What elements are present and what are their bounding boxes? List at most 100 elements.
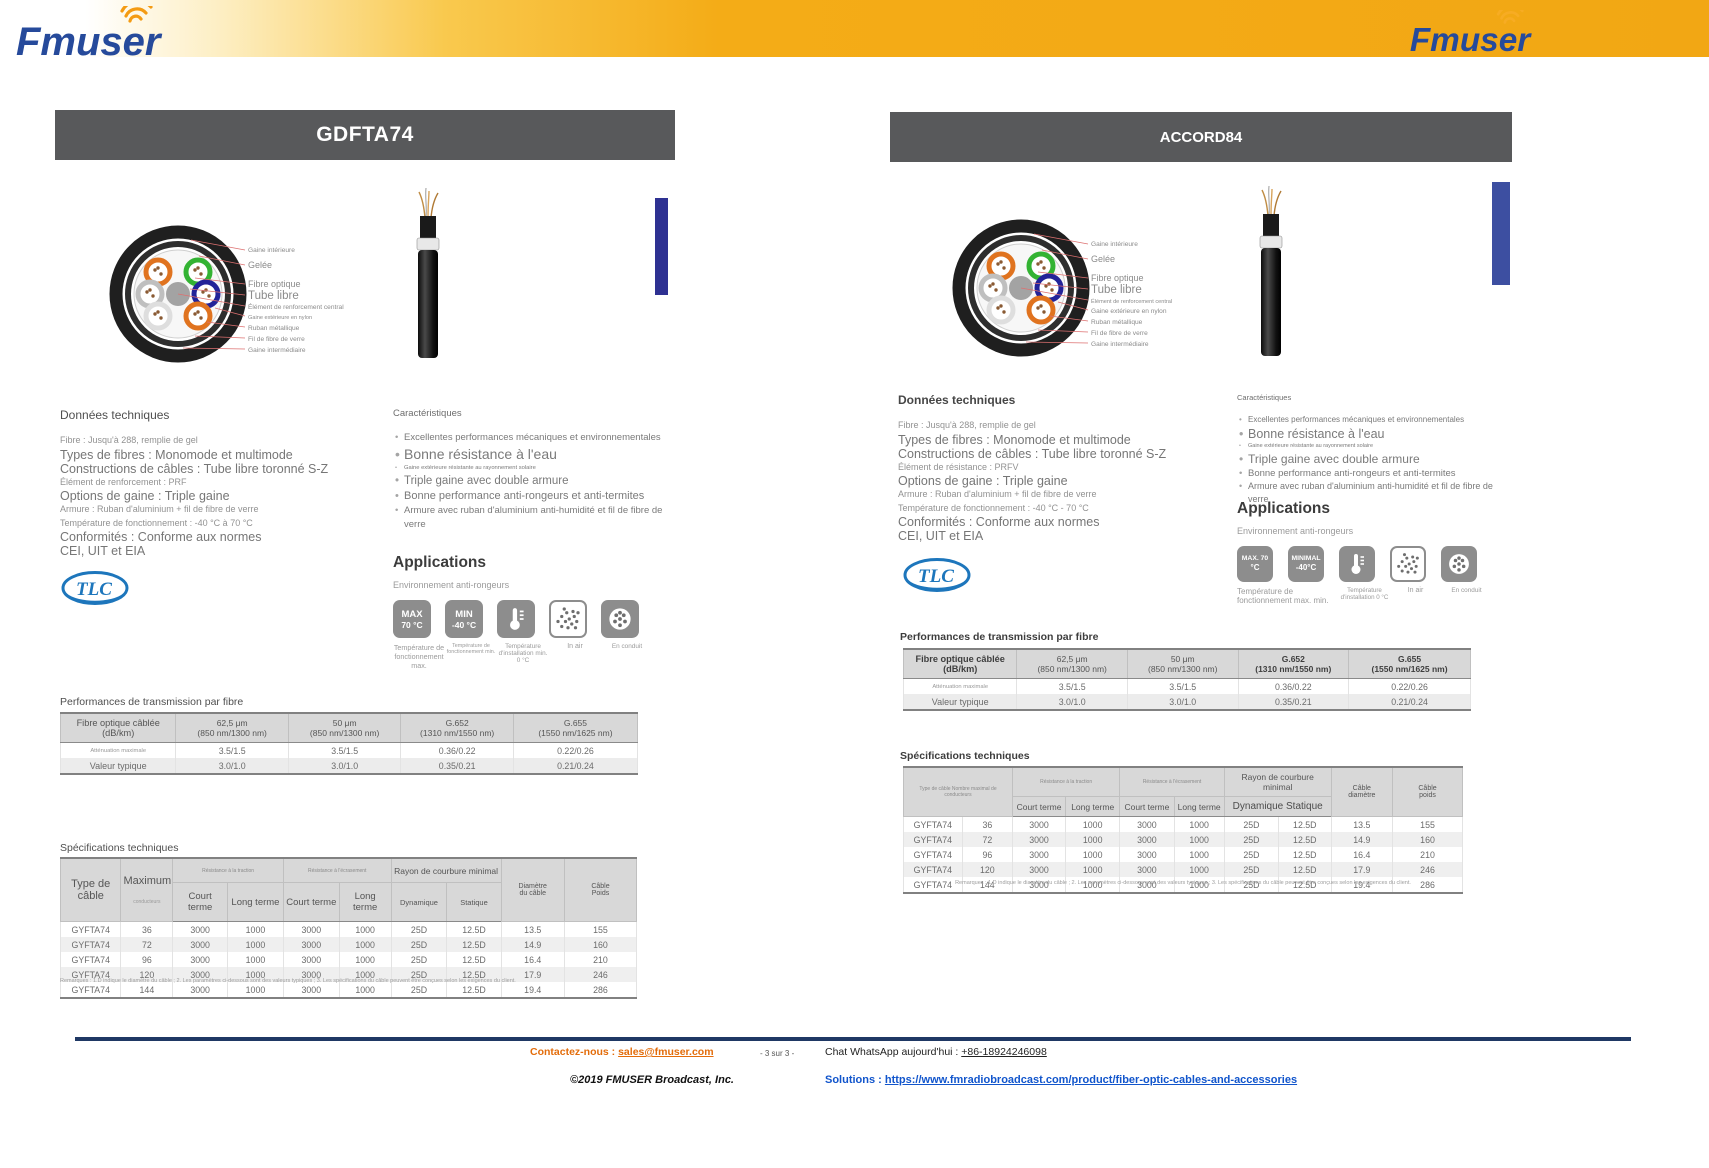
spec-cell: GYFTA74 — [903, 816, 963, 832]
perf-row: Valeur typique 3.0/1.0 3.0/1.0 0.35/0.21… — [902, 694, 1471, 710]
spec-cell: 3000 — [282, 937, 340, 952]
spec-cell: 1000 — [1173, 816, 1225, 832]
perf-row-label: Atténuation maximale — [902, 678, 1018, 694]
spec-cell: 1000 — [227, 952, 284, 967]
whatsapp-line: Chat WhatsApp aujourd'hui : +86-18924246… — [825, 1046, 1047, 1058]
application-icons: MAX 70 °C MIN -40 °C — [393, 600, 703, 638]
icon-caption: Température de fonctionnement min. — [446, 643, 496, 655]
conduit-icon — [1441, 546, 1477, 582]
perf-cell: 0.21/0.24 — [1348, 694, 1471, 710]
spec-cell: 14.9 — [1330, 832, 1394, 847]
perf-col-header: 50 μm (850 nm/1300 nm) — [1126, 648, 1239, 679]
spec-col-header: Câble Poids — [563, 857, 638, 922]
diagram-pointer-lines — [177, 239, 246, 350]
spec-cell: 144 — [961, 877, 1013, 893]
spec-cell: 1000 — [227, 967, 284, 982]
whatsapp-number-link[interactable]: +86-18924246098 — [961, 1046, 1047, 1058]
spec-cell: GYFTA74 — [903, 862, 963, 877]
spec-cell: 1000 — [227, 982, 284, 998]
spec-cell: 72 — [961, 832, 1013, 847]
spec-cell: 17.9 — [1330, 862, 1394, 877]
tlc-certification-logo: TLC — [903, 558, 971, 592]
spec-table-row: GYFTA74 36 3000 1000 3000 1000 25D 12.5D 13.5 155 — [903, 816, 1463, 832]
whatsapp-label: Chat WhatsApp aujourd'hui : — [825, 1046, 962, 1058]
spec-cell: 1000 — [338, 937, 392, 952]
spec-cell: 1000 — [1065, 862, 1121, 877]
spec-cell: 12.5D — [446, 921, 502, 937]
characteristic-item: Bonne performance anti-rongeurs et anti-… — [1237, 467, 1512, 480]
perf-cell: 3.5/1.5 — [1126, 678, 1239, 694]
spec-col-header: Résistance à la traction — [1011, 766, 1121, 797]
characteristic-item: Gaine extérieure résistante au rayonneme… — [1237, 442, 1512, 451]
spec-cell: 1000 — [1065, 847, 1121, 862]
spec-cell: 3000 — [1011, 862, 1067, 877]
characteristic-item: Bonne résistance à l'eau — [393, 445, 685, 463]
characteristic-item: Bonne résistance à l'eau — [1237, 426, 1512, 442]
spec-cell: 3000 — [1119, 847, 1175, 862]
diagram-label: Fil de fibre de verre — [1091, 330, 1148, 337]
diagram-label: Tube libre — [1091, 284, 1142, 296]
cable-cross-section-diagram: Gaine intérieure Gelée Fibre optique Tub… — [952, 219, 1172, 357]
spec-cell: 1000 — [338, 982, 392, 998]
cable-photo — [416, 188, 440, 358]
top-banner: Fmuser Fmuser — [0, 0, 1709, 64]
spec-cell: 144 — [120, 982, 174, 998]
characteristic-item: Armure avec ruban d'aluminium anti-humid… — [393, 504, 685, 532]
table-remarks: Remarques : 1.D indique le diamètre du c… — [60, 978, 516, 984]
blue-bookmark-tab — [655, 198, 668, 295]
tech-line: Élément de résistance : PRFV — [898, 461, 1019, 472]
spec-cell: 17.9 — [500, 967, 565, 982]
diagram-label: Élément de renforcement central — [248, 302, 344, 311]
tech-line: Types de fibres : Monomode et multimode — [60, 447, 293, 462]
spec-cell: GYFTA74 — [903, 832, 963, 847]
characteristics-heading: Caractéristiques — [393, 408, 462, 419]
spec-cell: 1000 — [1173, 877, 1225, 893]
spec-cell: GYFTA74 — [59, 952, 122, 967]
perf-cell: 0.36/0.22 — [400, 742, 514, 758]
tlc-logo-text: TLC — [918, 566, 954, 587]
perf-cell: 0.35/0.21 — [400, 758, 514, 774]
spec-col-header: Long terme — [227, 882, 284, 922]
spec-cell: 160 — [563, 937, 638, 952]
solutions-url-link[interactable]: https://www.fmradiobroadcast.com/product… — [884, 1074, 1298, 1086]
spec-cell: 3000 — [282, 982, 340, 998]
spec-cell: 1000 — [338, 952, 392, 967]
tech-line: Constructions de câbles : Tube libre tor… — [60, 461, 329, 476]
solutions-line: Solutions : https://www.fmradiobroadcast… — [825, 1074, 1297, 1086]
spec-cell: GYFTA74 — [59, 921, 122, 937]
spec-cell: 3000 — [1011, 847, 1067, 862]
spec-cell: 1000 — [1065, 832, 1121, 847]
spec-cell: 25D — [1223, 847, 1280, 862]
applications-heading: Applications — [1237, 500, 1331, 517]
spec-cell: 12.5D — [1278, 847, 1332, 862]
icon-caption: En conduit — [611, 643, 643, 650]
environment-note: Environnement anti-rongeurs — [1237, 526, 1354, 536]
cable-photo — [1259, 186, 1283, 356]
spec-cell: 25D — [390, 952, 448, 967]
icon-label: °C — [1250, 563, 1260, 572]
icon-label: 70 °C — [401, 619, 423, 630]
tech-line: Options de gaine : Triple gaine — [898, 474, 1068, 488]
icon-label: MAX — [401, 608, 423, 620]
icon-label: -40°C — [1295, 563, 1317, 572]
spec-cell: 3000 — [1119, 862, 1175, 877]
technical-data-heading: Données techniques — [898, 393, 1016, 407]
spec-col-header: Résistance à l'écrasement — [282, 857, 392, 884]
performance-heading: Performances de transmission par fibre — [60, 696, 244, 708]
diagram-label: Fil de fibre de verre — [248, 336, 305, 343]
spec-cell: 16.4 — [1330, 847, 1394, 862]
in-air-icon — [549, 600, 587, 638]
tech-line: Température de fonctionnement : -40 °C -… — [898, 502, 1089, 513]
perf-row: Atténuation maximale 3.5/1.5 3.5/1.5 0.3… — [59, 742, 639, 758]
characteristic-item: Triple gaine avec double armure — [1237, 451, 1512, 467]
spec-col-header: Court terme — [282, 882, 340, 922]
spec-cell: 3000 — [172, 952, 229, 967]
tech-line: Fibre : Jusqu'à 288, remplie de gel — [60, 435, 198, 445]
diagram-label: Ruban métallique — [248, 325, 300, 332]
spec-cell: GYFTA74 — [59, 967, 122, 982]
technical-data-section: Données techniques Fibre : Jusqu'à 288, … — [898, 393, 1240, 543]
contact-email-link[interactable]: sales@fmuser.com — [618, 1046, 714, 1058]
spec-cell: 1000 — [338, 921, 392, 937]
perf-col-header: Fibre optique câblée (dB/km) — [902, 648, 1018, 679]
spec-cell: 25D — [1223, 862, 1280, 877]
